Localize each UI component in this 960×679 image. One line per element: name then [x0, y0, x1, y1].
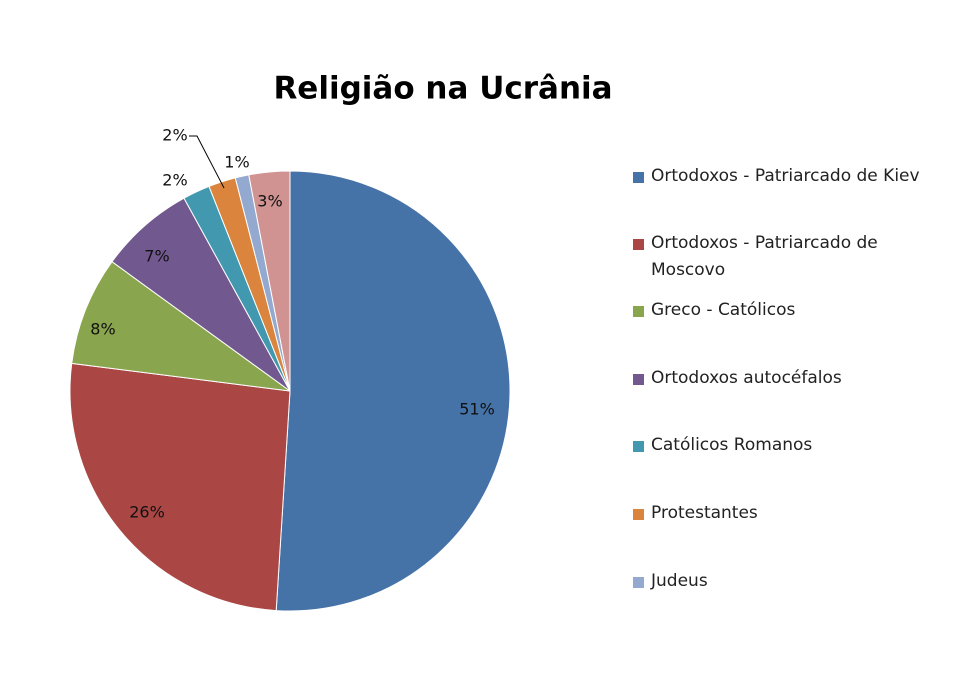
pie-slice	[248, 170, 291, 392]
legend-item: Protestantes	[633, 500, 923, 527]
legend-item: Greco - Católicos	[633, 297, 923, 324]
legend-label: Ortodoxos autocéfalos	[651, 368, 842, 388]
legend-swatch	[633, 239, 644, 250]
legend-label: Católicos Romanos	[651, 435, 813, 455]
pie-slice	[275, 170, 511, 612]
data-label: 3%	[257, 192, 282, 211]
legend-swatch	[633, 374, 644, 385]
data-label: 51%	[459, 400, 495, 419]
legend-item: Ortodoxos autocéfalos	[633, 365, 923, 392]
legend-label: Judeus	[651, 571, 708, 591]
legend-label: Ortodoxos - Patriarcado de Moscovo	[651, 233, 878, 280]
legend-item: Judeus	[633, 568, 923, 595]
legend-label: Greco - Católicos	[651, 300, 796, 320]
data-label: 1%	[224, 153, 249, 172]
chart-title: Religião na Ucrânia	[273, 71, 612, 107]
data-label: 2%	[162, 126, 187, 145]
legend-swatch	[633, 577, 644, 588]
pie-slice	[69, 362, 291, 612]
legend-item: Ortodoxos - Patriarcado de Moscovo	[633, 230, 923, 284]
data-label: 7%	[144, 247, 169, 266]
data-label: 26%	[129, 503, 165, 522]
legend-swatch	[633, 509, 644, 520]
leader-line	[189, 135, 225, 189]
legend-item: Católicos Romanos	[633, 432, 923, 459]
legend-swatch	[633, 172, 644, 183]
legend-swatch	[633, 441, 644, 452]
data-label: 8%	[90, 320, 115, 339]
legend-label: Ortodoxos - Patriarcado de Kiev	[651, 166, 920, 186]
legend-label: Protestantes	[651, 503, 758, 523]
pie-slice	[71, 260, 291, 392]
data-label: 2%	[162, 171, 187, 190]
legend-swatch	[633, 306, 644, 317]
legend-item: Ortodoxos - Patriarcado de Kiev	[633, 163, 923, 190]
